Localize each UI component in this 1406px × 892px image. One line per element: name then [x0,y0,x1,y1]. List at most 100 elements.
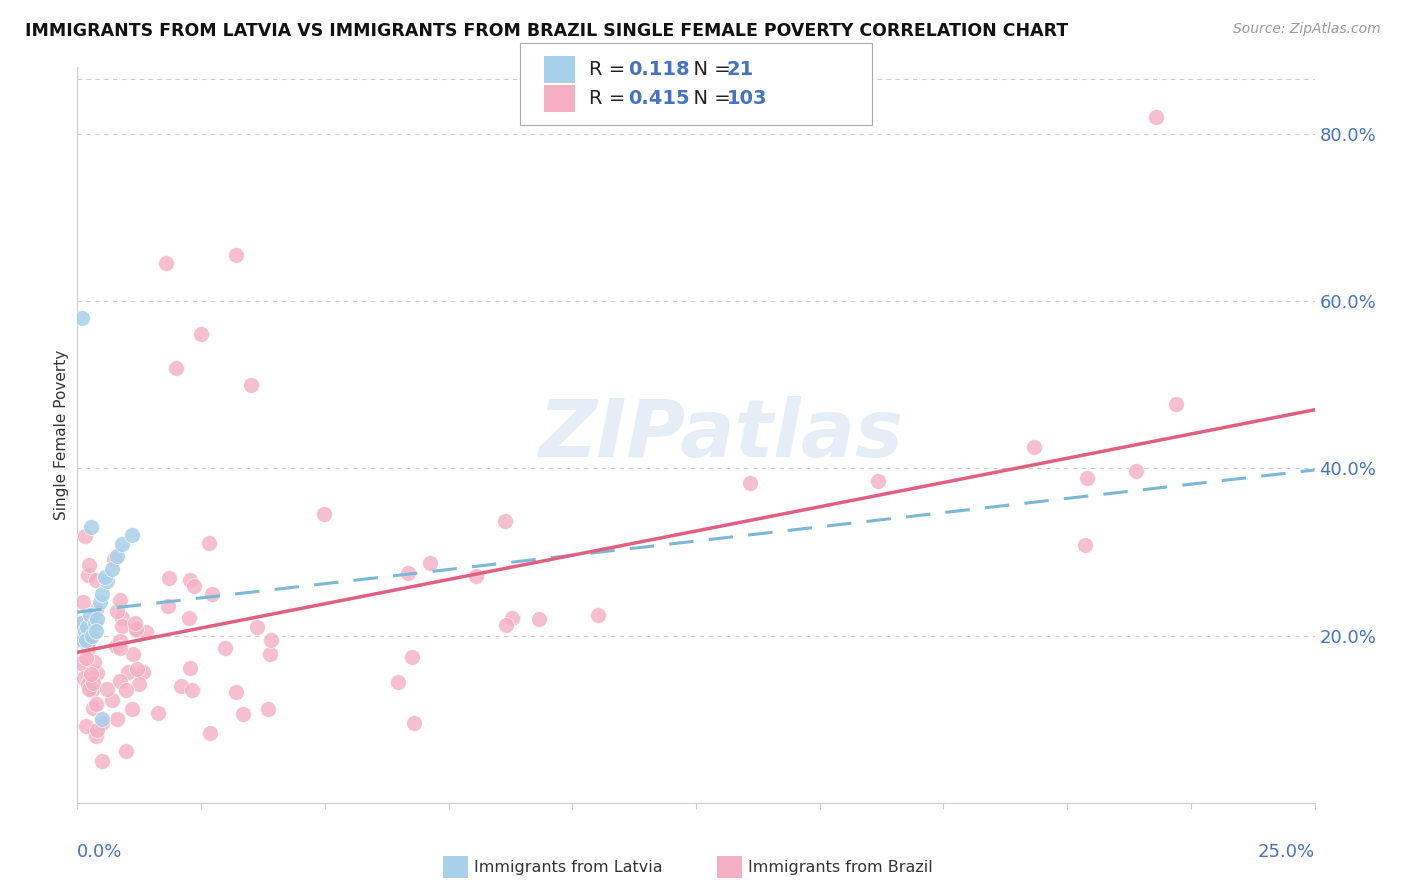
Point [84,697,107,711]
Point [214,641,236,656]
Point [225,248,247,262]
Text: 0.0%: 0.0% [77,843,122,862]
Point [86,723,108,737]
Point [77,615,100,629]
Point [80,666,103,681]
Point [125,623,148,637]
Text: Immigrants from Latvia: Immigrants from Latvia [474,860,662,874]
Point [70,656,93,670]
Point [740,476,762,491]
Point [155,256,177,270]
Point [121,702,143,716]
Point [260,632,283,647]
Point [76,620,98,634]
Point [180,682,202,697]
Point [105,640,128,654]
Point [165,360,187,375]
Point [73,624,96,639]
Point [83,655,105,669]
Point [146,706,169,721]
Point [419,557,441,571]
Text: IMMIGRANTS FROM LATVIA VS IMMIGRANTS FROM BRAZIL SINGLE FEMALE POVERTY CORRELATI: IMMIGRANTS FROM LATVIA VS IMMIGRANTS FRO… [25,22,1069,40]
Point [101,693,124,707]
Point [108,593,131,607]
Point [70,631,93,645]
Point [121,528,143,542]
Point [1144,110,1167,124]
Point [108,673,131,688]
Point [77,558,100,573]
Point [128,677,150,691]
Point [72,671,94,685]
Point [82,682,104,697]
Point [201,587,224,601]
Text: 0.415: 0.415 [628,88,690,108]
Point [103,551,125,566]
Point [114,744,136,758]
Point [232,707,254,722]
Point [72,632,94,647]
Point [79,682,101,697]
Point [527,612,550,626]
Point [105,549,128,563]
Point [183,579,205,593]
Point [177,610,200,624]
Y-axis label: Single Female Poverty: Single Female Poverty [53,350,69,520]
Point [108,640,131,655]
Point [190,327,212,342]
Point [157,571,180,585]
Point [73,626,96,640]
Point [77,568,100,582]
Point [70,616,93,631]
Text: ZIPatlas: ZIPatlas [538,396,903,474]
Point [84,573,107,587]
Point [75,632,97,647]
Point [91,712,114,726]
Point [387,675,409,690]
Point [501,611,523,625]
Point [401,649,423,664]
Point [76,677,98,691]
Point [402,716,425,731]
Point [198,726,221,740]
Point [70,615,93,630]
Text: 21: 21 [727,60,754,79]
Point [117,665,139,680]
Text: 0.118: 0.118 [628,60,690,79]
Point [110,634,132,648]
Point [80,520,103,534]
Point [1076,471,1098,485]
Point [1166,397,1188,411]
Point [86,666,108,681]
Point [82,675,104,690]
Text: Source: ZipAtlas.com: Source: ZipAtlas.com [1233,22,1381,37]
Point [135,625,157,640]
Point [239,377,262,392]
Point [82,628,104,642]
Point [1022,440,1045,454]
Point [101,562,124,576]
Point [84,624,107,639]
Text: R =: R = [589,60,631,79]
Point [96,574,118,589]
Point [179,661,201,675]
Point [111,536,134,550]
Point [105,712,128,726]
Point [156,599,179,613]
Point [225,685,247,699]
Point [868,475,890,489]
Point [169,679,191,693]
Point [257,701,280,715]
Point [111,611,134,625]
Point [69,632,91,647]
Point [86,612,108,626]
Point [96,681,118,696]
Point [396,566,419,581]
Point [83,615,105,630]
Point [84,603,107,617]
Point [72,595,94,609]
Point [84,729,107,743]
Point [494,514,516,528]
Point [79,607,101,622]
Point [127,662,149,676]
